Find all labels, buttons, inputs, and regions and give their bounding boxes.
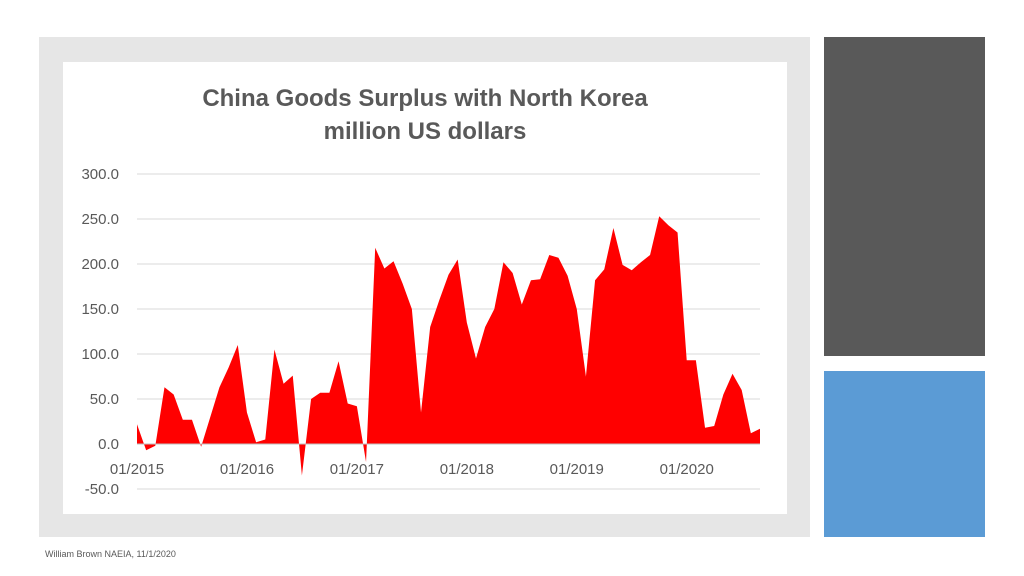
chart-title: China Goods Surplus with North Korea mil… [63, 82, 787, 148]
chart-title-line-2: million US dollars [323, 118, 527, 145]
x-tick-label: 01/2015 [110, 461, 164, 478]
chart-card: China Goods Surplus with North Korea mil… [63, 62, 787, 514]
y-tick-label: -50.0 [85, 481, 119, 498]
x-tick-label: 01/2020 [660, 461, 714, 478]
decorative-blue-panel [824, 371, 985, 537]
chart-title-line-1: China Goods Surplus with North Korea [202, 85, 648, 112]
y-tick-label: 100.0 [81, 346, 119, 363]
x-tick-label: 01/2019 [550, 461, 604, 478]
y-tick-label: 50.0 [90, 391, 119, 408]
area-series [137, 216, 760, 476]
x-tick-label: 01/2017 [330, 461, 384, 478]
decorative-dark-panel [824, 37, 985, 356]
area-chart: 300.0 250.0 200.0 150.0 100.0 50.0 0.0 -50.0 01/… [81, 166, 760, 498]
x-tick-label: 01/2018 [440, 461, 494, 478]
y-tick-label: 300.0 [81, 166, 119, 183]
y-tick-label: 150.0 [81, 301, 119, 318]
y-tick-label: 0.0 [98, 436, 119, 453]
y-tick-label: 200.0 [81, 256, 119, 273]
footer-credit: William Brown NAEIA, 11/1/2020 [45, 549, 176, 559]
x-tick-label: 01/2016 [220, 461, 274, 478]
y-tick-label: 250.0 [81, 211, 119, 228]
